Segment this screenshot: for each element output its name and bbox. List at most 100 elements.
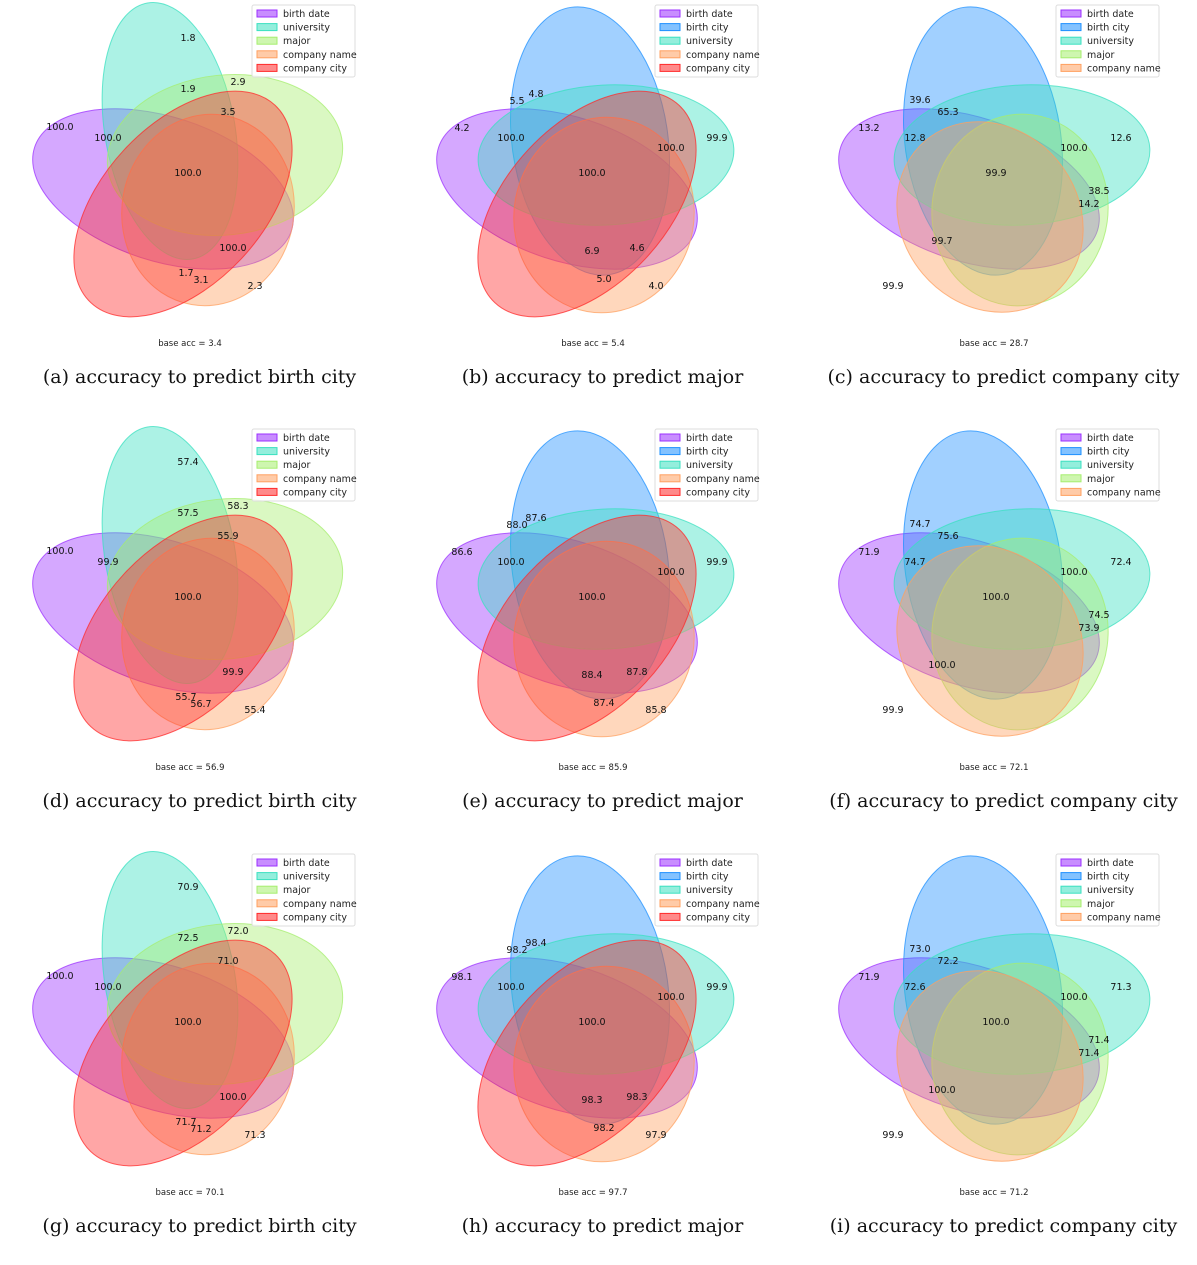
venn-set-major	[931, 537, 1109, 731]
region-value-label: 86.6	[451, 547, 472, 558]
legend-box	[654, 428, 759, 502]
legend-swatch	[659, 50, 681, 59]
subfigure-caption: (h) accuracy to predict major	[461, 1215, 744, 1237]
legend-label: university	[686, 885, 733, 896]
legend-swatch	[659, 899, 681, 908]
venn-diagram: 71.9 71.3 99.9 73.0 71.4 72.6 72.2 100.0 71.4 100…	[838, 853, 1161, 1198]
venn-diagram: 100.0 57.4 55.4 99.9 58.3 55.9 56.7 57.5 55.7 99.…	[32, 425, 357, 773]
legend-label: major	[1087, 474, 1115, 485]
legend-swatch	[256, 460, 278, 469]
legend-box	[1055, 853, 1160, 927]
base-accuracy-label: base acc = 85.9	[559, 763, 628, 773]
venn-set-birth-city	[903, 430, 1063, 700]
legend-swatch	[1060, 9, 1082, 18]
venn-diagram: 13.2 12.6 99.9 39.6 38.5 12.8 65.3 100.0 14.2 99.…	[838, 4, 1161, 349]
region-value-label: 12.8	[904, 133, 925, 144]
legend-label: company name	[686, 899, 760, 910]
venn-set-company-name	[121, 113, 295, 307]
legend-swatch	[1060, 447, 1082, 456]
legend-label: company name	[686, 474, 760, 485]
legend-label: university	[283, 872, 330, 883]
legend-label: birth city	[1087, 23, 1130, 34]
region-value-label: 58.3	[227, 501, 248, 512]
legend-label: birth city	[686, 872, 729, 883]
venn-set-company-city	[73, 939, 293, 1167]
region-value-label: 1.9	[180, 84, 195, 95]
venn-diagram: 86.6 99.9 85.8 88.0 100.0 87.4 100.0 87.6 87.8 88…	[436, 428, 760, 773]
legend-label: company name	[686, 50, 760, 61]
legend-swatch	[256, 9, 278, 18]
region-value-label: 74.5	[1088, 610, 1109, 621]
region-value-label: 57.4	[177, 457, 198, 468]
legend-swatch	[256, 858, 278, 867]
venn-panel: 86.6 99.9 85.8 88.0 100.0 87.4 100.0 87.6 87.8 88…	[403, 424, 802, 840]
region-value-label: 100.0	[94, 982, 121, 993]
legend-label: university	[686, 36, 733, 47]
legend-swatch	[256, 872, 278, 881]
region-value-label: 1.7	[178, 268, 193, 279]
legend-label: company city	[686, 63, 750, 74]
region-value-label: 71.7	[175, 1117, 196, 1128]
legend-swatch	[1060, 23, 1082, 32]
region-value-label: 99.9	[706, 133, 727, 144]
legend-label: birth date	[1087, 858, 1134, 869]
venn-set-university	[893, 933, 1151, 1075]
subfigure-caption: (i) accuracy to predict company city	[829, 1215, 1178, 1237]
venn-panel: 98.1 99.9 97.9 98.2 100.0 98.2 100.0 98.4 98.3 98…	[403, 849, 802, 1265]
legend-swatch	[659, 474, 681, 483]
base-accuracy-label: base acc = 5.4	[561, 339, 625, 349]
legend-swatch	[1060, 433, 1082, 442]
legend-swatch	[1060, 36, 1082, 45]
region-value-label: 3.1	[193, 275, 208, 286]
region-value-label: 72.4	[1110, 557, 1131, 568]
legend-swatch	[1060, 50, 1082, 59]
legend-label: birth date	[1087, 9, 1134, 20]
region-value-label: 72.6	[904, 982, 925, 993]
region-value-label: 4.8	[528, 89, 543, 100]
legend-swatch	[1060, 63, 1082, 72]
base-accuracy-label: base acc = 72.1	[960, 763, 1029, 773]
venn-set-birth-city	[903, 855, 1063, 1125]
legend-swatch	[256, 487, 278, 496]
legend-label: birth date	[283, 433, 330, 444]
region-value-label: 5.5	[509, 96, 524, 107]
venn-panel: 71.9 72.4 99.9 74.7 74.5 74.7 75.6 100.0 73.9 100…	[804, 424, 1197, 840]
region-value-label: 98.3	[581, 1095, 602, 1106]
legend-swatch	[659, 9, 681, 18]
region-value-label: 87.6	[525, 513, 546, 524]
legend-label: birth date	[283, 9, 330, 20]
region-value-label: 55.7	[175, 692, 196, 703]
venn-set-university	[477, 933, 735, 1075]
region-value-label: 100.0	[1060, 567, 1087, 578]
region-value-label: 99.9	[882, 705, 903, 716]
region-value-label: 55.9	[217, 531, 238, 542]
region-value-label: 71.9	[858, 547, 879, 558]
venn-set-birth-date	[436, 957, 698, 1119]
region-value-label: 100.0	[174, 168, 201, 179]
region-value-label: 99.9	[97, 557, 118, 568]
subfigure-caption: (c) accuracy to predict company city	[827, 366, 1180, 388]
region-value-label: 97.9	[645, 1130, 666, 1141]
venn-set-company-city	[477, 939, 697, 1167]
region-value-label: 85.8	[645, 705, 666, 716]
venn-panel: 13.2 12.6 99.9 39.6 38.5 12.8 65.3 100.0 14.2 99.…	[804, 0, 1197, 416]
subfigure-caption: (b) accuracy to predict major	[461, 366, 744, 388]
region-value-label: 73.9	[1078, 623, 1099, 634]
venn-set-company-name	[513, 540, 695, 738]
legend-swatch	[659, 36, 681, 45]
base-accuracy-label: base acc = 3.4	[158, 339, 222, 349]
region-value-label: 100.0	[982, 592, 1009, 603]
legend-swatch	[256, 474, 278, 483]
legend-label: major	[283, 36, 311, 47]
region-value-label: 100.0	[982, 1017, 1009, 1028]
region-value-label: 5.0	[596, 274, 611, 285]
legend-swatch	[256, 23, 278, 32]
legend-swatch	[1060, 872, 1082, 881]
legend-label: company city	[283, 912, 347, 923]
legend-swatch	[256, 36, 278, 45]
legend-label: university	[283, 23, 330, 34]
legend-label: major	[283, 885, 311, 896]
region-value-label: 87.4	[593, 698, 614, 709]
region-value-label: 56.7	[190, 699, 211, 710]
legend-swatch	[256, 63, 278, 72]
